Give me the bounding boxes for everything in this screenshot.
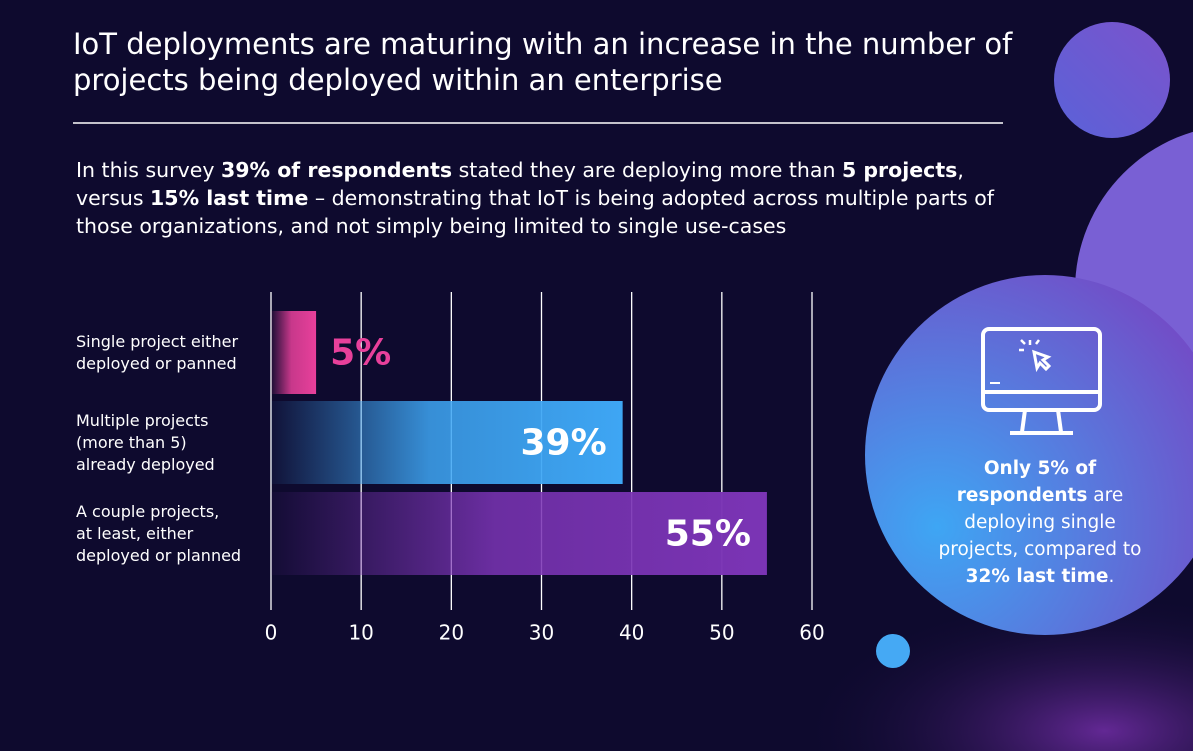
text: 5 projects [841,158,958,182]
x-tick-label: 20 [439,621,464,645]
value-label: 55% [665,514,751,555]
text: are deploying single projects, compared … [938,485,1142,560]
decor-circle [1054,22,1170,138]
x-tick-label: 30 [529,621,554,645]
x-tick-label: 40 [619,621,644,645]
subtitle: In this survey 39% of respondents stated… [76,156,1021,240]
text: 15% last time [150,186,309,210]
text: – demonstrating that IoT is being adopte… [76,186,994,238]
text: . [1108,566,1115,587]
bar [271,492,767,575]
category-label: Multiple projects (more than 5) already … [76,410,215,474]
value-label: 5% [330,333,391,374]
x-tick-label: 60 [799,621,824,645]
text: 32% last time [965,566,1109,587]
decor-circle [876,634,910,668]
title: IoT deployments are maturing with an inc… [73,27,1013,97]
text: 39% of respondents [220,158,453,182]
category-label: A couple projects, at least, either depl… [76,501,242,565]
text: Only 5% of respondents [956,458,1097,506]
callout-circle [865,275,1193,635]
value-label: 39% [520,423,606,464]
x-tick-label: 50 [709,621,734,645]
callout: Only 5% of respondents are deploying sin… [935,455,1145,590]
bar [271,401,623,484]
x-tick-label: 0 [265,621,278,645]
text: stated they are deploying more than [452,158,842,182]
text: In this survey [76,158,221,182]
monitor-icon [981,327,1102,435]
x-tick-label: 10 [348,621,373,645]
bar [271,311,317,394]
text: , versus [76,158,964,210]
category-label: Single project either deployed or panned [76,331,239,373]
